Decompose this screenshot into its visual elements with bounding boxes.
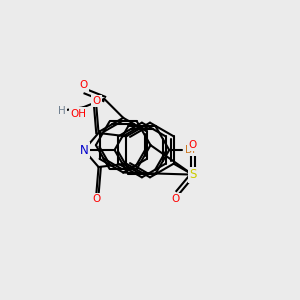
Text: Br: Br — [184, 145, 196, 155]
Text: O: O — [79, 80, 87, 90]
Text: O: O — [92, 194, 101, 204]
Text: N: N — [80, 143, 88, 157]
Text: S: S — [189, 168, 196, 181]
Text: O: O — [188, 140, 197, 150]
Text: O: O — [92, 96, 101, 106]
Text: OH: OH — [70, 109, 86, 118]
Text: O: O — [172, 194, 180, 204]
Text: H: H — [58, 106, 65, 116]
